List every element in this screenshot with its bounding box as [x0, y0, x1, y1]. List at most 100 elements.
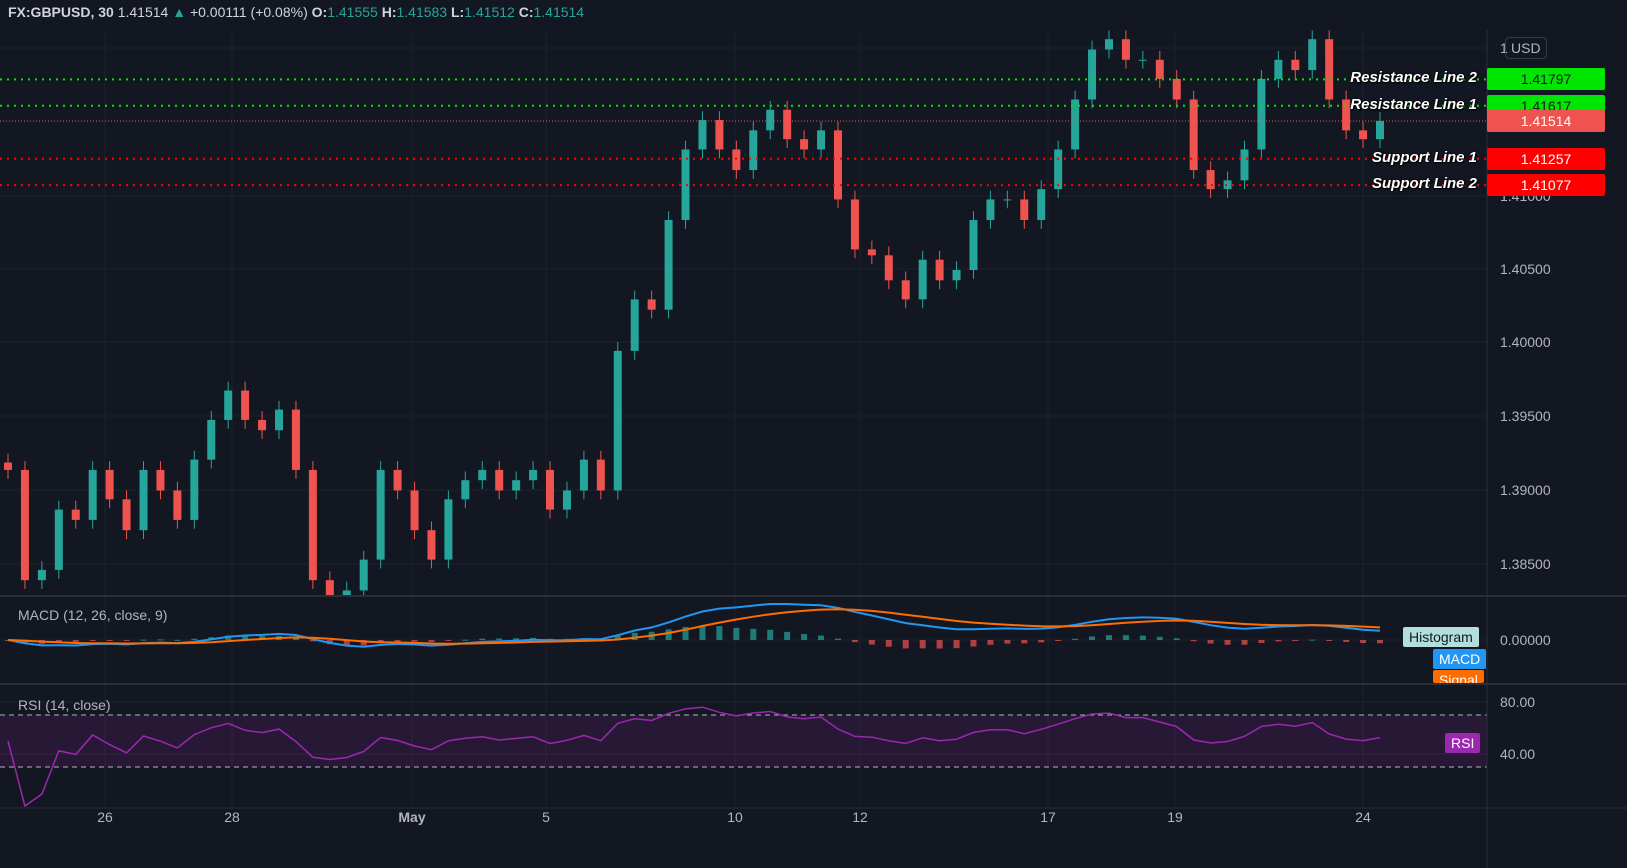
histogram-bar	[1309, 639, 1316, 641]
candle-body	[715, 120, 724, 150]
candle-body	[20, 469, 29, 581]
histogram-bar	[699, 625, 706, 640]
candle-body	[1223, 180, 1232, 190]
signal-line	[7, 608, 1381, 645]
candle-body	[664, 220, 673, 310]
candle-body	[1172, 78, 1181, 100]
high-value: 1.41583	[396, 4, 448, 20]
up-triangle-icon: ▲	[172, 4, 187, 20]
candle-body	[969, 220, 978, 270]
histogram-bar	[343, 640, 350, 646]
support-price-tag: 1.41257	[1487, 147, 1605, 170]
histogram-bar	[1038, 640, 1045, 643]
resistance-line-label[interactable]: Resistance Line 1	[1350, 95, 1477, 113]
candle-body	[1206, 170, 1215, 190]
histogram-bar	[411, 640, 418, 642]
candle-body	[4, 462, 12, 470]
histogram-bar	[1156, 636, 1163, 640]
histogram-bar	[1055, 640, 1062, 641]
histogram-bar	[1360, 640, 1367, 644]
histogram-legend: Histogram	[1403, 627, 1479, 647]
histogram-bar	[89, 640, 96, 641]
histogram-bar	[513, 638, 520, 640]
candle-body	[1359, 130, 1368, 140]
histogram-bar	[1292, 640, 1299, 641]
currency-button[interactable]: USD	[1505, 37, 1547, 59]
candle-body	[495, 469, 504, 491]
candle-body	[393, 469, 402, 491]
histogram-bar	[1377, 640, 1383, 644]
histogram-bar	[1139, 635, 1146, 640]
histogram-bar	[885, 640, 892, 647]
histogram-bar	[851, 640, 858, 643]
candle-body	[105, 469, 114, 500]
resistance-price-tag: 1.41797	[1487, 68, 1605, 91]
candle-body	[850, 199, 859, 250]
candle-body	[308, 469, 317, 581]
close-label: C:	[518, 4, 534, 20]
candle-body	[1155, 59, 1164, 79]
histogram-bar	[919, 640, 926, 649]
histogram-bar	[309, 640, 316, 642]
histogram-bar	[733, 627, 740, 640]
candle-body	[952, 270, 961, 281]
candle-body	[1342, 99, 1351, 131]
histogram-bar	[174, 639, 181, 641]
support-line-label[interactable]: Support Line 2	[1372, 175, 1477, 193]
support-price-tag: 1.41077	[1487, 174, 1605, 197]
candle-body	[681, 149, 690, 221]
close-value: 1.41514	[533, 4, 585, 20]
candle-body	[1020, 199, 1029, 221]
candle-body	[241, 390, 250, 420]
price-tick: 1.39000	[1500, 482, 1551, 498]
histogram-bar	[801, 634, 808, 640]
candle-body	[1104, 39, 1113, 50]
candle-body	[478, 469, 487, 481]
candle-body	[698, 120, 707, 150]
rsi-title[interactable]: RSI (14, close)	[18, 697, 111, 713]
symbol[interactable]: FX:GBPUSD, 30	[8, 4, 114, 20]
histogram-bar	[191, 638, 198, 640]
histogram-bar	[716, 626, 723, 640]
price-pane[interactable]	[0, 30, 1487, 609]
price-tick: 1.39500	[1500, 408, 1551, 424]
histogram-bar	[1004, 640, 1011, 644]
support-line-label[interactable]: Support Line 1	[1372, 148, 1477, 166]
histogram-bar	[72, 640, 79, 643]
high-label: H:	[381, 4, 397, 20]
candle-body	[783, 109, 792, 140]
candle-body	[1088, 49, 1097, 100]
macd-title[interactable]: MACD (12, 26, close, 9)	[18, 607, 168, 623]
time-tick: 10	[727, 809, 743, 825]
candle-body	[275, 409, 284, 431]
price-tick: 1.40000	[1500, 334, 1551, 350]
symbol-header: FX:GBPUSD, 30 1.41514 ▲ +0.00111 (+0.08%…	[8, 4, 584, 20]
candle-body	[71, 509, 80, 520]
histogram-bar	[1021, 640, 1028, 644]
macd-line	[7, 603, 1381, 648]
histogram-bar	[682, 626, 689, 640]
histogram-bar	[1089, 636, 1096, 640]
time-tick: 5	[542, 809, 550, 825]
rsi-pane[interactable]	[0, 706, 1487, 808]
macd-pane[interactable]	[5, 603, 1383, 649]
histogram-bar	[665, 629, 672, 640]
macd-tick: 0.00000	[1500, 632, 1551, 648]
last-price: 1.41514	[117, 4, 169, 20]
candle-body	[817, 130, 826, 150]
histogram-bar	[225, 635, 232, 640]
candle-body	[359, 559, 368, 591]
histogram-bar	[1105, 635, 1112, 640]
candle-body	[647, 299, 656, 310]
time-tick: 19	[1167, 809, 1183, 825]
histogram-bar	[1173, 638, 1180, 640]
histogram-bar	[1326, 640, 1333, 641]
histogram-bar	[242, 635, 249, 640]
candle-body	[291, 409, 300, 470]
candle-body	[1240, 149, 1249, 181]
resistance-line-label[interactable]: Resistance Line 2	[1350, 69, 1477, 87]
candle-body	[833, 130, 842, 200]
histogram-bar	[818, 635, 825, 640]
histogram-bar	[292, 637, 299, 640]
